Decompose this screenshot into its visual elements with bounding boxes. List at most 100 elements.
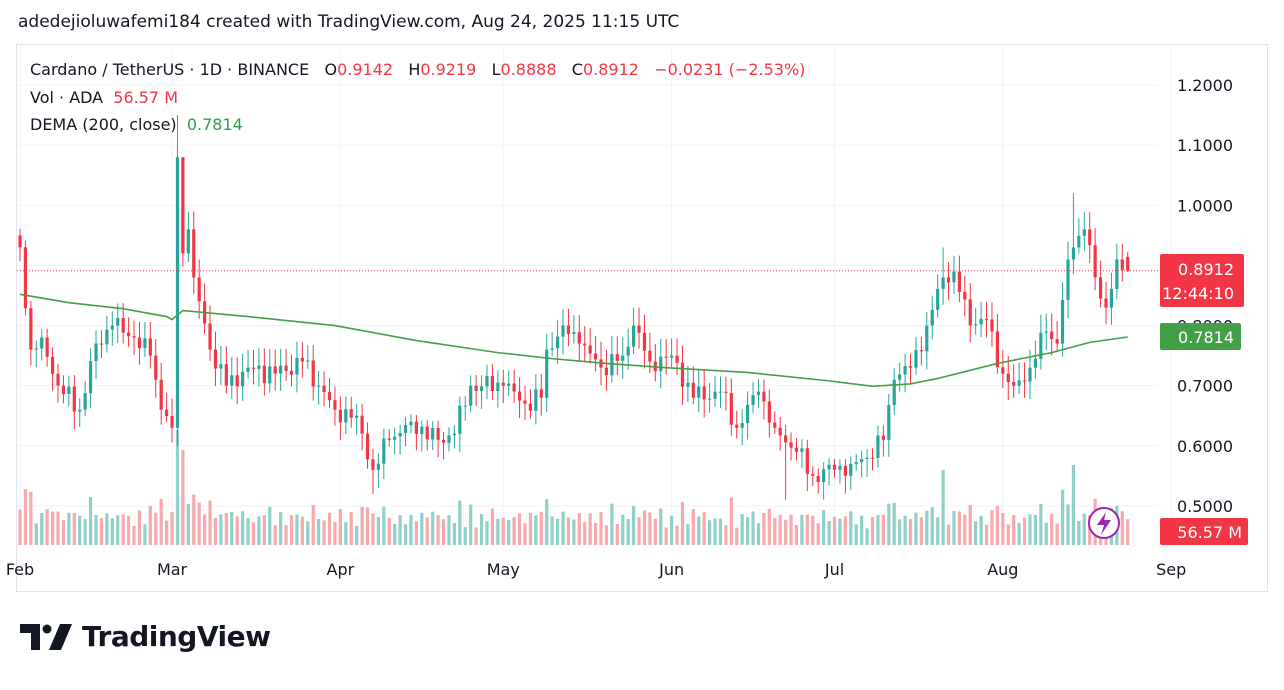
candle-body <box>1050 331 1054 340</box>
candle-body <box>800 448 804 452</box>
candle-body <box>230 375 234 386</box>
volume-bar <box>930 507 934 545</box>
candle-body <box>892 379 896 405</box>
candle-body <box>773 422 777 428</box>
y-axis-tick-label: 0.6000 <box>1177 437 1233 456</box>
volume-bar <box>170 512 174 545</box>
volume-bar <box>1006 524 1010 545</box>
candle-body <box>642 332 647 351</box>
volume-bar <box>78 515 82 545</box>
y-axis-tick-label: 1.1000 <box>1177 136 1233 155</box>
candle-body <box>898 374 902 380</box>
volume-bar <box>99 518 104 545</box>
volume-bar <box>512 517 516 545</box>
candle-body <box>398 432 402 437</box>
candle-body <box>604 367 609 376</box>
volume-bar <box>420 512 424 545</box>
symbol-name[interactable]: Cardano / TetherUS · 1D · BINANCE <box>30 60 310 79</box>
candle-body <box>289 370 294 375</box>
volume-bar <box>800 514 804 545</box>
volume-bar <box>50 511 55 545</box>
volume-bar <box>984 524 989 545</box>
candle-body <box>528 403 533 411</box>
dema-label[interactable]: DEMA (200, close) <box>30 115 177 134</box>
volume-bar <box>713 518 717 545</box>
attribution-header: adedejioluwafemi184 created with Trading… <box>18 12 680 32</box>
volume-bar <box>1012 515 1016 545</box>
volume-bar <box>1039 503 1043 545</box>
y-axis-tick-label: 0.7000 <box>1177 377 1233 396</box>
volume-bar <box>583 522 587 545</box>
volume-bar <box>550 516 554 545</box>
volume-bar <box>686 524 690 545</box>
dema-value: 0.7814 <box>186 115 243 134</box>
candle-body <box>637 325 641 333</box>
volume-bar <box>718 518 723 545</box>
volume-bar <box>349 511 353 545</box>
volume-bar <box>936 517 940 545</box>
tradingview-logo[interactable]: TradingView <box>20 620 271 653</box>
candle-body <box>159 379 163 410</box>
volume-bar <box>344 522 348 545</box>
candle-body <box>946 277 951 283</box>
candle-body <box>670 355 674 358</box>
candle-body <box>355 415 359 418</box>
volume-bar <box>561 511 565 545</box>
volume-label[interactable]: Vol · ADA <box>30 88 104 107</box>
volume-bar <box>746 517 750 545</box>
candle-body <box>208 323 212 350</box>
candle-body <box>376 463 380 470</box>
close-value: 0.8912 <box>582 60 639 79</box>
candle-body <box>322 385 326 393</box>
volume-bar <box>284 525 288 545</box>
candle-body <box>1006 373 1010 383</box>
candle-body <box>148 338 152 356</box>
volume-bar <box>1028 514 1032 545</box>
candle-body <box>621 355 625 361</box>
lightning-icon-glyph <box>1097 512 1111 535</box>
candle-body <box>1077 235 1081 248</box>
y-axis-tick-label: 0.5000 <box>1177 497 1233 516</box>
volume-bar <box>1001 512 1005 545</box>
volume-bar <box>534 515 538 545</box>
volume-bar <box>262 515 266 545</box>
candle-body <box>908 366 913 368</box>
candle-body <box>545 349 549 398</box>
volume-bar <box>756 523 761 545</box>
volume-bar <box>979 515 983 545</box>
candle-body <box>974 324 978 326</box>
candle-body <box>425 426 429 440</box>
dema-legend-row: DEMA (200, close) 0.7814 <box>30 115 243 134</box>
volume-bar <box>327 512 332 545</box>
candle-body <box>78 409 82 412</box>
candle-body <box>936 288 940 310</box>
volume-bar <box>724 525 728 545</box>
price-chart[interactable]: 0.50000.60000.70000.80000.90001.00001.10… <box>0 0 1284 600</box>
candle-body <box>1082 229 1086 236</box>
candle-body <box>941 277 945 289</box>
candle-body <box>838 465 842 470</box>
volume-bar <box>72 512 76 545</box>
candle-body <box>496 382 500 392</box>
volume-bar <box>425 517 429 545</box>
volume-bar <box>778 514 782 545</box>
volume-bar <box>870 516 875 545</box>
candle-body <box>317 385 321 387</box>
candle-body <box>349 409 353 418</box>
candle-body <box>843 465 847 476</box>
high-value: 0.9219 <box>420 60 477 79</box>
candle-body <box>436 428 440 440</box>
volume-bar <box>1071 465 1076 545</box>
volume-bar <box>181 450 185 545</box>
tradingview-logo-icon <box>20 623 72 650</box>
candle-body <box>811 473 815 476</box>
volume-bar <box>431 511 435 545</box>
candle-body <box>246 367 250 372</box>
volume-bar <box>414 521 418 545</box>
volume-bar <box>697 516 701 545</box>
volume-bar <box>968 504 972 545</box>
candle-body <box>789 442 793 448</box>
last-price-tag <box>1160 254 1244 307</box>
volume-bar <box>637 517 641 545</box>
candle-body <box>175 157 180 428</box>
